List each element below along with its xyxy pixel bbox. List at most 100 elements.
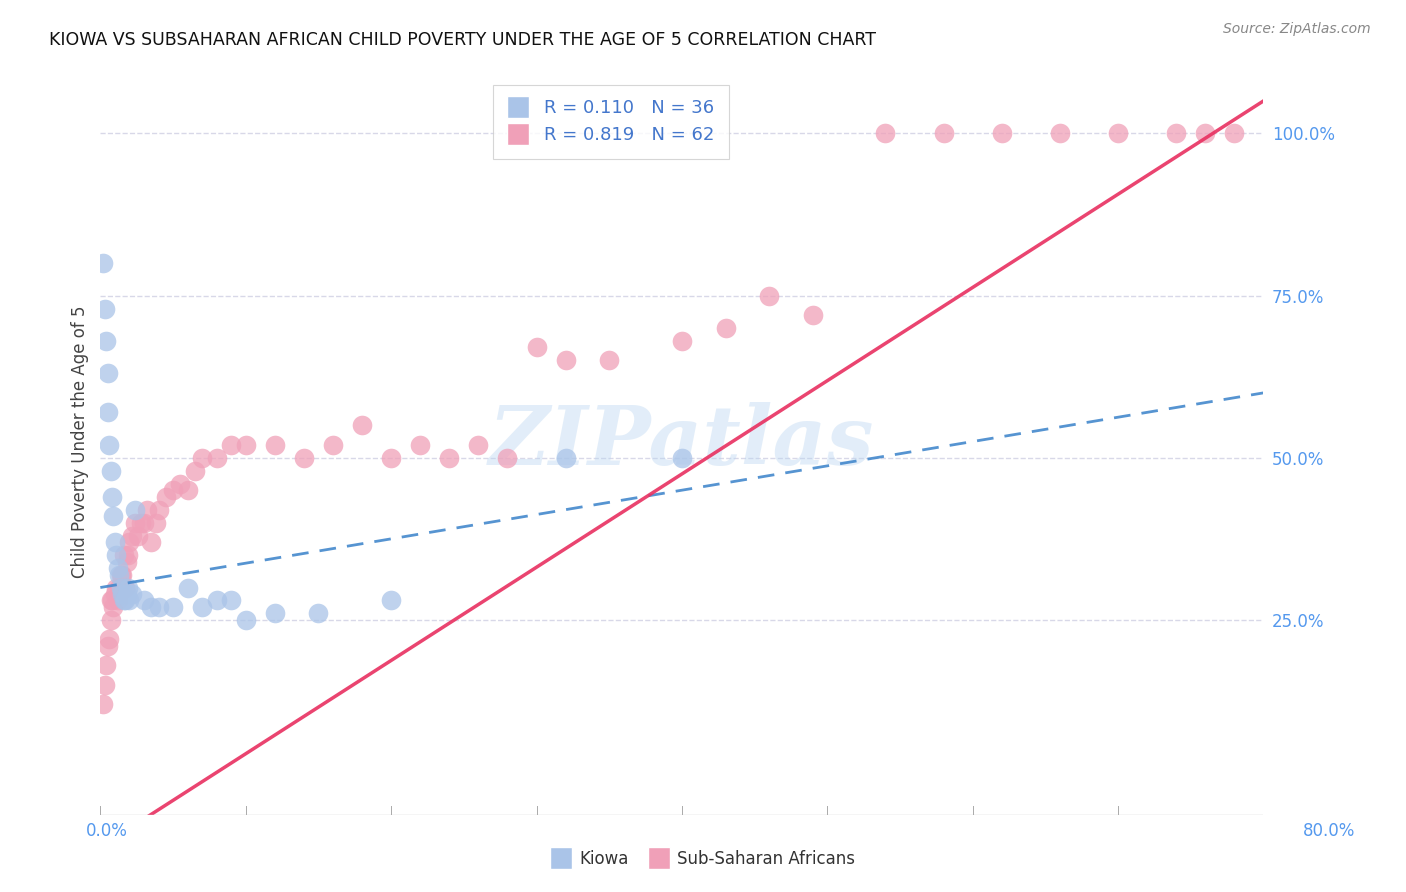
Point (127, 528, 149, 542)
Point (263, 438, 285, 452)
Point (1223, 127, 1246, 141)
Point (104, 587, 127, 601)
Point (350, 418, 373, 433)
Point (554, 450, 576, 465)
Point (1194, 127, 1216, 141)
Point (184, 464, 207, 478)
Point (114, 581, 136, 595)
Point (110, 581, 132, 595)
Point (1166, 127, 1188, 141)
Text: KIOWA VS SUBSAHARAN AFRICAN CHILD POVERTY UNDER THE AGE OF 5 CORRELATION CHART: KIOWA VS SUBSAHARAN AFRICAN CHILD POVERT… (49, 31, 876, 49)
Point (129, 516, 152, 530)
Text: Source: ZipAtlas.com: Source: ZipAtlas.com (1223, 22, 1371, 37)
Point (714, 321, 737, 335)
Point (112, 593, 135, 607)
Point (307, 607, 329, 621)
Point (380, 450, 402, 465)
Point (205, 593, 228, 607)
Point (145, 516, 167, 530)
Point (176, 581, 198, 595)
Point (598, 353, 620, 368)
Point (112, 548, 135, 562)
Point (990, 127, 1012, 141)
Text: ZIPatlas: ZIPatlas (489, 401, 875, 482)
Point (91, 256, 114, 270)
Point (439, 450, 461, 465)
Text: 0.0%: 0.0% (86, 822, 128, 840)
Point (110, 567, 132, 582)
Legend: Kiowa, Sub-Saharan Africans: Kiowa, Sub-Saharan Africans (544, 844, 862, 875)
Point (141, 599, 163, 614)
Point (117, 548, 139, 562)
Point (124, 516, 146, 530)
Point (162, 599, 184, 614)
Point (101, 593, 124, 607)
Legend: R = 0.110   N = 36, R = 0.819   N = 62: R = 0.110 N = 36, R = 0.819 N = 62 (494, 85, 728, 159)
Point (801, 308, 824, 322)
Point (205, 450, 228, 465)
Point (148, 599, 170, 614)
Point (380, 593, 402, 607)
Point (111, 587, 134, 601)
Point (93, 678, 115, 692)
Point (235, 613, 257, 627)
Point (467, 438, 489, 452)
Point (191, 599, 214, 614)
Point (100, 613, 122, 627)
Point (107, 561, 129, 575)
Point (141, 535, 163, 549)
Point (176, 483, 198, 498)
Point (101, 490, 124, 504)
Point (118, 535, 141, 549)
Point (875, 127, 897, 141)
Point (148, 502, 170, 516)
Point (1107, 127, 1129, 141)
Point (219, 438, 242, 452)
Point (155, 490, 177, 504)
Point (105, 581, 128, 595)
Point (103, 509, 125, 524)
Point (118, 593, 141, 607)
Point (105, 548, 128, 562)
Point (104, 535, 127, 549)
Point (162, 483, 184, 498)
Y-axis label: Child Poverty Under the Age of 5: Child Poverty Under the Age of 5 (72, 305, 89, 578)
Point (554, 353, 576, 368)
Point (219, 593, 242, 607)
Point (115, 555, 138, 569)
Point (135, 502, 157, 516)
Point (526, 341, 548, 355)
Point (111, 567, 134, 582)
Point (1049, 127, 1071, 141)
Point (322, 438, 344, 452)
Point (93, 301, 115, 316)
Point (114, 593, 136, 607)
Point (235, 438, 257, 452)
Point (103, 599, 125, 614)
Point (121, 587, 143, 601)
Point (121, 528, 143, 542)
Point (96, 334, 118, 348)
Point (98, 438, 121, 452)
Point (91, 698, 114, 712)
Point (97, 367, 120, 381)
Point (169, 476, 191, 491)
Point (115, 587, 138, 601)
Point (100, 593, 122, 607)
Point (292, 450, 315, 465)
Point (117, 581, 139, 595)
Text: 80.0%: 80.0% (1302, 822, 1355, 840)
Point (263, 607, 285, 621)
Point (191, 450, 214, 465)
Point (97, 639, 120, 653)
Point (132, 516, 155, 530)
Point (758, 288, 780, 302)
Point (100, 464, 122, 478)
Point (496, 450, 519, 465)
Point (96, 658, 118, 673)
Point (124, 502, 146, 516)
Point (132, 593, 155, 607)
Point (97, 405, 120, 419)
Point (671, 334, 693, 348)
Point (98, 632, 121, 647)
